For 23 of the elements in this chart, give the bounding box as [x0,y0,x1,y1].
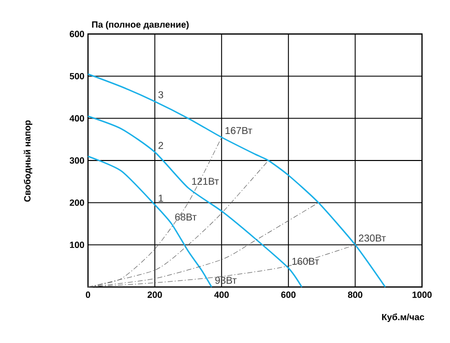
y-tick-label: 400 [70,115,84,122]
annotation: 2 [158,142,164,149]
x-tick-label: 600 [281,292,296,298]
chart-title: Па (полное давление) [92,21,189,30]
annotation: 3 [158,91,164,98]
annotation: 230Вт [358,234,386,242]
y-tick-label: 200 [70,199,84,206]
x-tick-label: 800 [348,292,362,298]
x-axis-title: Куб.м/час [382,314,424,322]
x-tick-label: 0 [86,292,90,298]
annotation: 68Вт [175,213,197,221]
y-tick-label: 500 [70,72,84,80]
y-tick-label: 600 [70,30,84,38]
x-tick-label: 200 [148,292,162,298]
y-tick-label: 100 [70,242,84,248]
y-axis-title: Свободный напор [24,120,32,202]
annotation: 167Вт [226,127,252,134]
y-tick-label: 300 [70,157,84,164]
x-tick-label: 1000 [412,292,432,298]
x-tick-label: 400 [214,292,229,298]
annotation: 1 [158,194,164,202]
annotation: 160Вт [292,258,320,265]
annotation: 121Вт [192,178,219,185]
